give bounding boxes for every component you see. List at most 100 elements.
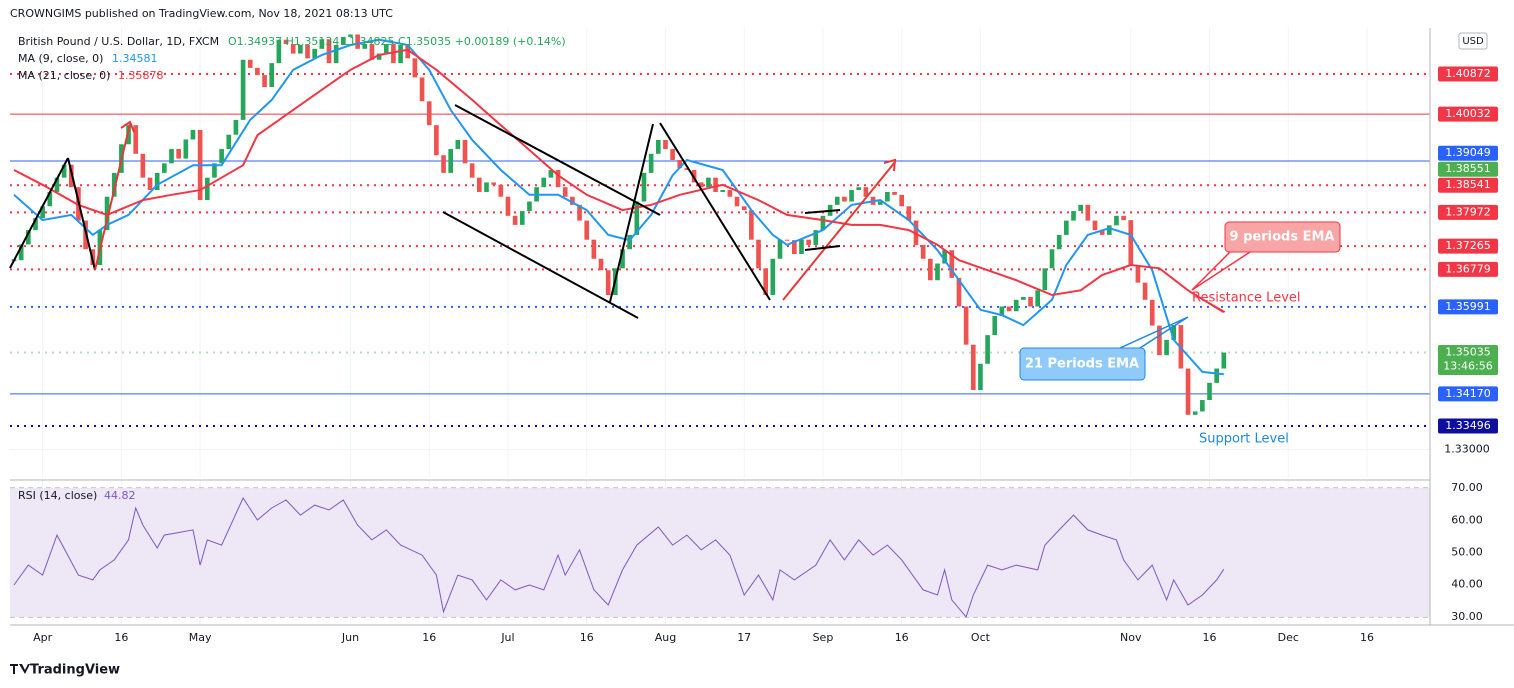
candle: [1078, 204, 1083, 212]
candle: [1142, 282, 1148, 300]
candle: [1149, 299, 1155, 326]
candle: [319, 39, 325, 49]
rsi-tick-label: 70.00: [1451, 481, 1483, 494]
x-tick-label: Dec: [1278, 631, 1299, 644]
candle: [33, 218, 38, 231]
flag-line: [804, 245, 841, 251]
candle: [262, 75, 267, 87]
lines: [13, 38, 1225, 618]
trend-line: [659, 122, 771, 301]
candle: [104, 196, 110, 231]
x-tick-label: Jul: [500, 631, 514, 644]
legend-value: 1.34581: [112, 52, 158, 65]
levels: [10, 73, 1430, 427]
candle: [169, 149, 174, 164]
candle: [269, 63, 275, 87]
price-label-box: [1438, 66, 1498, 82]
candle: [677, 159, 683, 169]
legend-label: RSI (14, close): [18, 489, 97, 502]
ma-line: [13, 48, 1225, 314]
resistance-line: [1189, 291, 1226, 313]
x-tick-label: Oct: [971, 631, 991, 644]
candle: [885, 191, 890, 202]
candle: [620, 249, 625, 269]
candle: [312, 48, 318, 59]
candle: [391, 44, 396, 64]
price-label: 1.36779: [1445, 262, 1491, 275]
candle: [1042, 268, 1048, 291]
rsi-tick-label: 30.00: [1451, 610, 1483, 623]
candle: [498, 184, 504, 197]
candle: [412, 58, 418, 78]
currency: USD: [1462, 36, 1484, 47]
candle: [147, 177, 153, 191]
x-tick-label: 16: [1360, 631, 1374, 644]
trend-line: [67, 157, 96, 271]
x-tick-label: Apr: [33, 631, 53, 644]
candle: [584, 220, 590, 240]
candle: [247, 59, 253, 68]
candle: [369, 44, 375, 60]
ma-line: [13, 38, 1224, 376]
legend-value: 44.82: [104, 489, 136, 502]
candle: [1200, 400, 1205, 412]
callout-pointer: [1119, 316, 1189, 349]
price-label-box: [1438, 106, 1498, 122]
price-label: 1.40872: [1445, 67, 1491, 80]
candle: [892, 191, 897, 195]
trend-line: [609, 123, 654, 303]
candle: [1006, 306, 1012, 312]
candle: [570, 196, 575, 205]
candle: [233, 119, 239, 135]
candle: [362, 44, 368, 49]
candle: [784, 239, 790, 241]
candle: [777, 239, 783, 259]
x-tick-label: Jun: [341, 631, 359, 644]
countdown: 13:46:56: [1443, 360, 1492, 373]
brand-logo: [10, 664, 30, 674]
candle: [906, 206, 912, 221]
price-label: 1.34170: [1445, 387, 1491, 400]
candle: [749, 210, 754, 240]
candle: [212, 163, 217, 178]
x-tick-label: Aug: [655, 631, 676, 644]
candle: [1071, 211, 1076, 221]
candle: [1114, 215, 1119, 226]
candle: [806, 239, 811, 245]
candle: [505, 196, 511, 216]
candle: [1056, 234, 1062, 250]
candle: [799, 239, 804, 255]
y-tick-label: 1.33000: [1444, 443, 1490, 456]
candle: [176, 149, 181, 159]
candle: [162, 163, 167, 173]
price-label-box: [1438, 177, 1498, 193]
candle: [455, 139, 461, 150]
candle: [634, 201, 640, 235]
publisher: CROWNGIMS published on TradingView.com, …: [10, 7, 393, 20]
candle: [204, 177, 210, 201]
price-label: 1.33496: [1445, 419, 1491, 432]
candle: [1099, 230, 1105, 235]
candle: [462, 139, 468, 164]
price-label-box: [1438, 145, 1498, 161]
candle: [1106, 225, 1112, 235]
price-label-box: [1438, 386, 1498, 402]
candle: [727, 190, 733, 197]
candle: [1049, 249, 1055, 269]
candle: [663, 139, 668, 150]
symbol: British Pound / U.S. Dollar, 1D, FXCM: [18, 35, 219, 48]
candle: [655, 139, 661, 154]
rsi-tick-label: 60.00: [1451, 513, 1483, 526]
candle: [999, 306, 1005, 317]
candle: [47, 191, 53, 207]
candle: [40, 206, 45, 219]
candle: [956, 277, 962, 307]
candle: [183, 139, 189, 159]
candle: [348, 34, 353, 37]
candle: [1164, 339, 1169, 356]
x-tick-label: 16: [114, 631, 128, 644]
x-tick-label: 17: [737, 631, 751, 644]
x-tick-label: Nov: [1120, 631, 1142, 644]
trend-line: [782, 161, 896, 301]
candle: [842, 196, 847, 202]
